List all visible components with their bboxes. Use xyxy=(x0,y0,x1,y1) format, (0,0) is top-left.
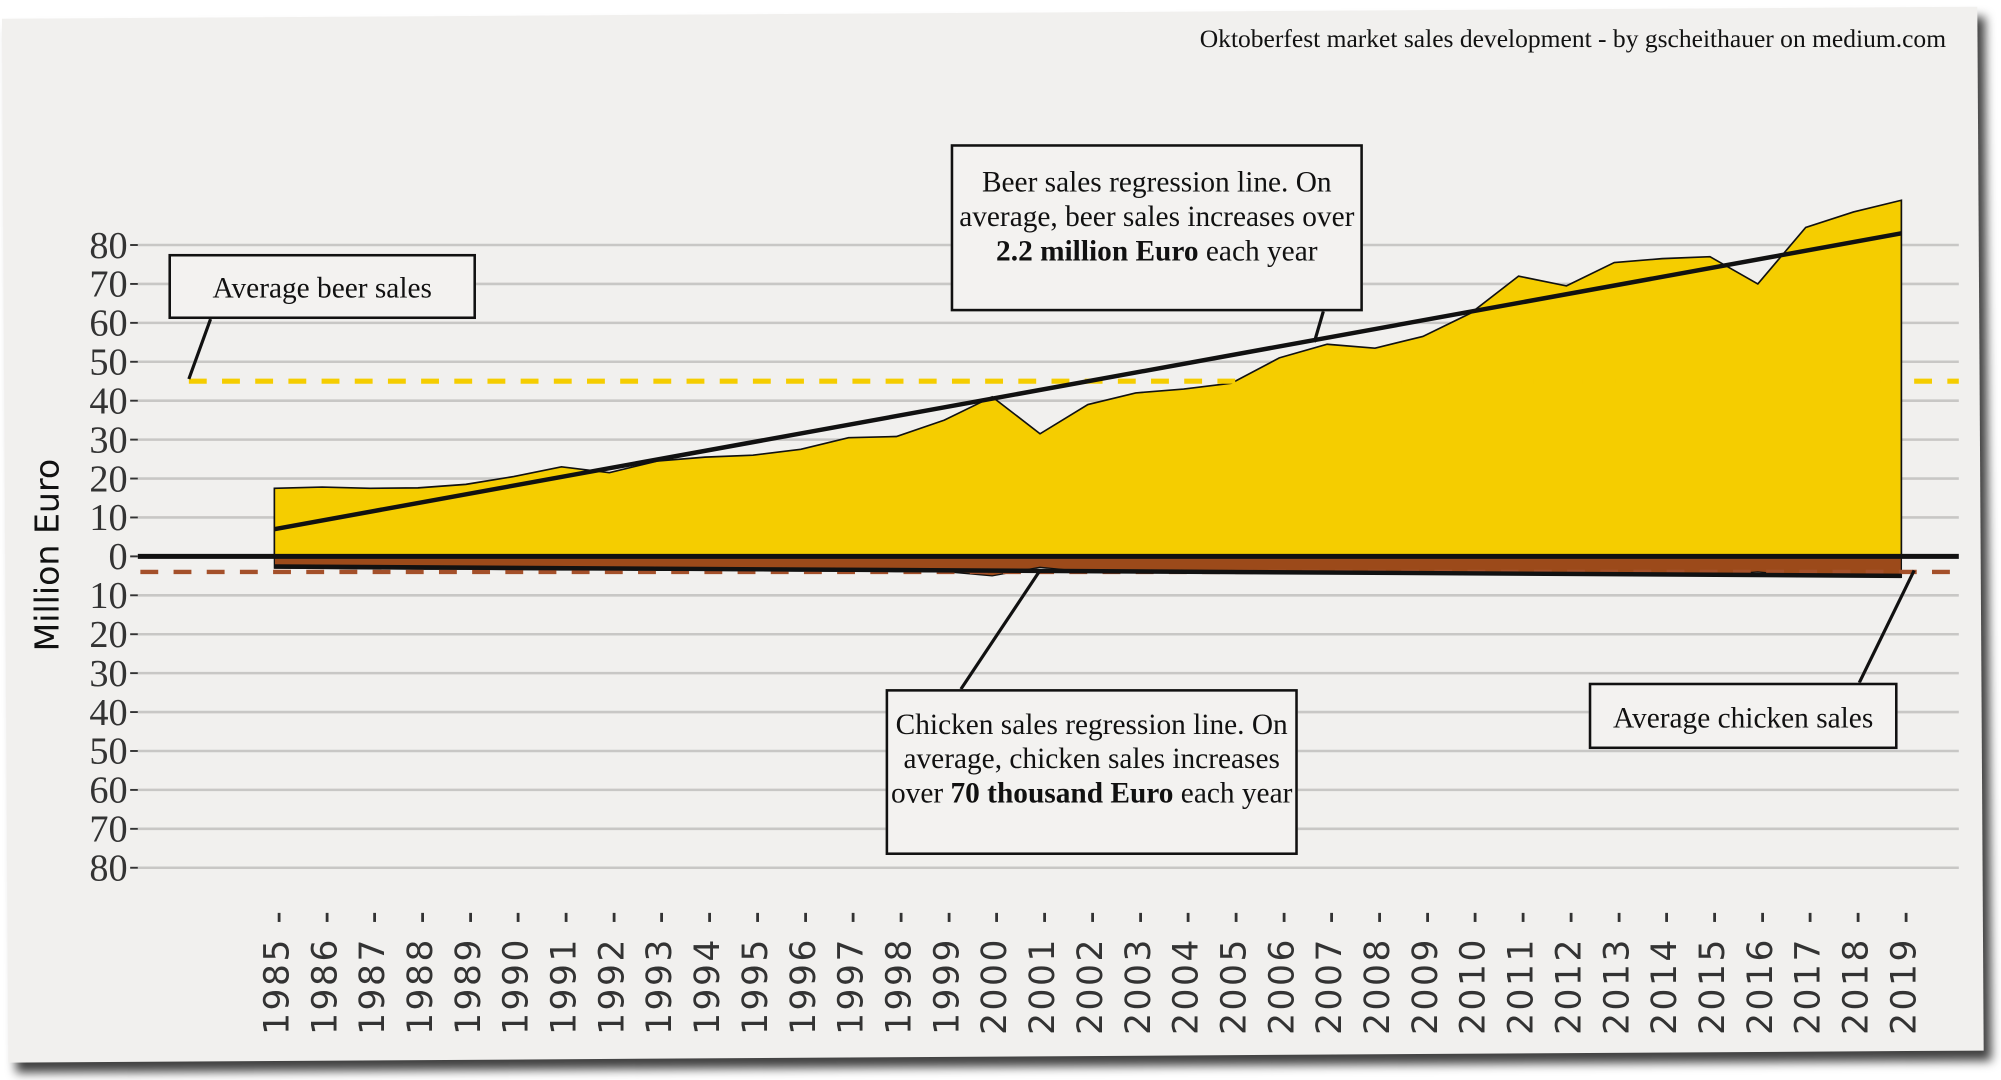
x-tick-label: 2014 - xyxy=(1645,909,1685,1035)
y-tick-label: 80 xyxy=(89,848,127,890)
x-tick-label: 1990 - xyxy=(497,909,537,1035)
x-tick-label: 1993 - xyxy=(640,909,680,1035)
y-tick-label: 80 xyxy=(89,225,127,267)
annotation-pointer xyxy=(187,318,213,380)
annotation-text: Beer sales regression line. On average, … xyxy=(959,165,1355,233)
x-tick-label: 2005 - xyxy=(1214,909,1254,1035)
y-tick-label: 30 xyxy=(89,419,127,461)
annotation-pointer xyxy=(1312,310,1325,343)
x-tick-label: 1998 - xyxy=(879,909,919,1035)
y-tick-label: 30 xyxy=(89,653,127,695)
x-tick-label: 1985 - xyxy=(257,909,297,1035)
x-tick-label: 1992 - xyxy=(592,909,632,1035)
x-tick-label: 1997 - xyxy=(832,909,872,1035)
x-tick-label: 2013 - xyxy=(1597,909,1637,1035)
x-tick-label: 2010 - xyxy=(1454,909,1494,1035)
y-tick-label: 50 xyxy=(89,342,127,384)
annotation-text: Average chicken sales xyxy=(1613,701,1874,734)
y-tick-label: 20 xyxy=(89,458,127,500)
annotation-average-chicken: Average chicken sales xyxy=(1588,682,1898,750)
y-tick-label: 10 xyxy=(89,575,127,617)
beer-sales-area xyxy=(273,199,1903,558)
x-tick-label: 2016 - xyxy=(1741,909,1781,1035)
x-tick-label: 2011 - xyxy=(1502,909,1542,1035)
x-tick-label: 1989 - xyxy=(449,909,489,1035)
annotation-chicken-regression: Chicken sales regression line. On averag… xyxy=(885,689,1298,855)
annotation-text: Chicken sales regression line. On averag… xyxy=(890,708,1288,810)
annotation-bold-text: 70 thousand xyxy=(950,777,1104,810)
x-tick-label: 1988 - xyxy=(401,909,441,1035)
chart-title: Oktoberfest market sales development - b… xyxy=(1199,25,1947,54)
x-tick-label: 2001 - xyxy=(1023,909,1063,1035)
x-tick-label: 1995 - xyxy=(736,909,776,1035)
annotation-beer-regression: Beer sales regression line. On average, … xyxy=(950,144,1363,312)
y-tick-label: 0 xyxy=(108,536,127,578)
x-tick-label: 1994 - xyxy=(688,909,728,1035)
x-tick-label: 2003 - xyxy=(1119,909,1159,1035)
x-tick-label: 1987 - xyxy=(353,909,393,1035)
y-tick-label: 60 xyxy=(89,770,127,812)
x-tick-label: 2018 - xyxy=(1837,909,1877,1035)
annotation-average-beer: Average beer sales xyxy=(168,253,476,320)
x-tick-label: 2015 - xyxy=(1693,909,1733,1035)
x-tick-label: 2019 - xyxy=(1884,909,1924,1035)
beer-regression-line xyxy=(273,231,1902,532)
y-axis-label: Million Euro xyxy=(29,458,68,652)
annotation-bold-text: Euro xyxy=(1110,777,1174,810)
x-tick-label: 2009 - xyxy=(1406,909,1446,1035)
y-tick-label: 40 xyxy=(89,380,127,422)
annotation-pointer xyxy=(959,569,1042,690)
x-tick-label: 2004 - xyxy=(1167,909,1207,1035)
x-tick-label: 2017 - xyxy=(1789,909,1829,1035)
x-tick-label: 2008 - xyxy=(1358,909,1398,1035)
y-tick-label: 60 xyxy=(89,303,127,345)
y-tick-label: 20 xyxy=(89,614,127,656)
x-tick-label: 2006 - xyxy=(1262,909,1302,1035)
x-tick-label: 2012 - xyxy=(1549,909,1589,1035)
annotation-bold-text: 2.2 million Euro xyxy=(996,234,1199,267)
annotation-pointer xyxy=(1857,569,1916,684)
x-tick-label: 2007 - xyxy=(1310,909,1350,1035)
x-tick-label: 1991 - xyxy=(545,909,585,1035)
x-tick-label: 1996 - xyxy=(784,909,824,1035)
x-tick-label: 1986 - xyxy=(305,909,345,1035)
annotation-text: Average beer sales xyxy=(212,271,432,304)
x-tick-label: 1999 - xyxy=(927,909,967,1035)
y-tick-label: 70 xyxy=(89,809,127,851)
y-tick-label: 50 xyxy=(89,731,127,773)
annotation-text: each year xyxy=(1173,777,1293,810)
y-tick-label: 40 xyxy=(89,692,127,734)
x-tick-label: 2002 - xyxy=(1071,909,1111,1035)
annotation-text: each year xyxy=(1198,234,1318,267)
x-tick-label: 2000 - xyxy=(975,909,1015,1035)
y-tick-label: 10 xyxy=(89,497,127,539)
chicken-regression-line xyxy=(274,564,1902,579)
y-tick-label: 70 xyxy=(89,264,127,306)
